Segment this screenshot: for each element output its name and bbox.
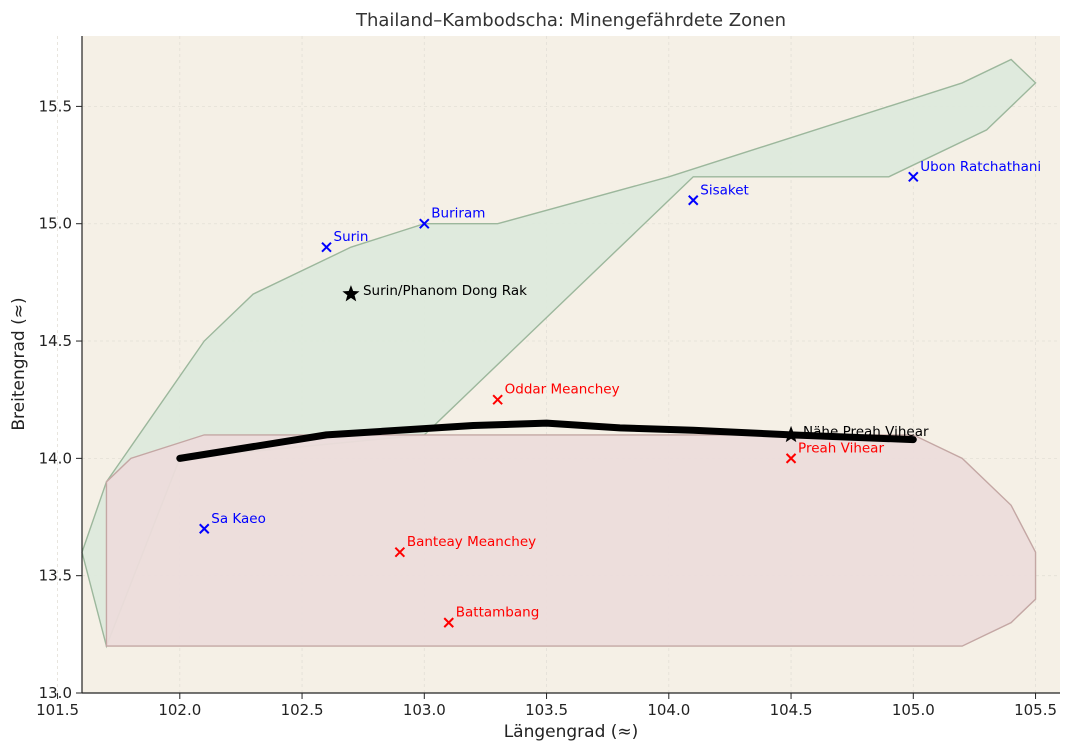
point-marker bbox=[908, 171, 919, 182]
region-1 bbox=[81, 58, 1037, 649]
x-tick-label: 105.5 bbox=[1014, 701, 1057, 719]
y-tick-label: 13.5 bbox=[39, 567, 72, 585]
x-tick-label: 102.0 bbox=[158, 701, 201, 719]
x-tick-label: 105.0 bbox=[892, 701, 935, 719]
y-tick-label: 15.5 bbox=[39, 97, 72, 115]
point-marker bbox=[321, 241, 332, 253]
x-tick-label: 104.0 bbox=[647, 701, 690, 719]
x-axis-label: Längengrad (≈) bbox=[504, 722, 639, 742]
points: Surin Buriram Sisaket Ubon Ratchathani Sa Ka… bbox=[199, 159, 1041, 628]
point-label: Battambang bbox=[456, 605, 540, 621]
x-tick-label: 103.5 bbox=[525, 701, 568, 719]
point-marker bbox=[199, 523, 210, 534]
y-tick-label: 14.5 bbox=[39, 332, 72, 350]
point-label: Ubon Ratchathani bbox=[920, 159, 1041, 175]
y-tick-label: 13.0 bbox=[39, 684, 72, 702]
point-label: Sisaket bbox=[700, 182, 749, 198]
y-axis-label: Breitengrad (≈) bbox=[9, 297, 29, 430]
point-marker bbox=[419, 218, 430, 229]
point-label: Preah Vihear bbox=[798, 440, 884, 456]
point-label: Buriram bbox=[431, 206, 485, 222]
axes: 101.5 102.0 102.5 103.0 103.5 104.0 104.5 105.0… bbox=[36, 36, 1060, 719]
hotspot-star bbox=[342, 285, 360, 302]
x-tick-label: 102.5 bbox=[281, 701, 324, 719]
regions bbox=[81, 58, 1037, 649]
point-marker bbox=[443, 617, 454, 628]
point-marker bbox=[688, 195, 699, 206]
point-marker bbox=[394, 547, 406, 558]
x-tick-label: 104.5 bbox=[770, 701, 813, 719]
x-tick-label: 101.5 bbox=[36, 701, 79, 719]
point-label: Surin/Phanom Dong Rak bbox=[363, 283, 527, 299]
point-label: Nähe Preah Vihear bbox=[803, 424, 929, 440]
point-marker bbox=[785, 453, 797, 464]
point-label: Banteay Meanchey bbox=[407, 534, 536, 550]
y-tick-label: 15.0 bbox=[39, 215, 72, 233]
point-marker bbox=[492, 394, 503, 405]
border-line-group bbox=[176, 419, 917, 462]
point-label: Oddar Meanchey bbox=[505, 382, 620, 398]
y-tick-label: 14.0 bbox=[39, 449, 72, 467]
region-2 bbox=[105, 434, 1037, 647]
point-label: Sa Kaeo bbox=[211, 511, 266, 527]
border-line bbox=[176, 419, 917, 462]
chart-title: Thailand–Kambodscha: Minengefährdete Zon… bbox=[355, 10, 786, 31]
x-tick-label: 103.0 bbox=[403, 701, 446, 719]
point-label: Surin bbox=[334, 229, 369, 245]
hotspot-star bbox=[782, 425, 800, 443]
